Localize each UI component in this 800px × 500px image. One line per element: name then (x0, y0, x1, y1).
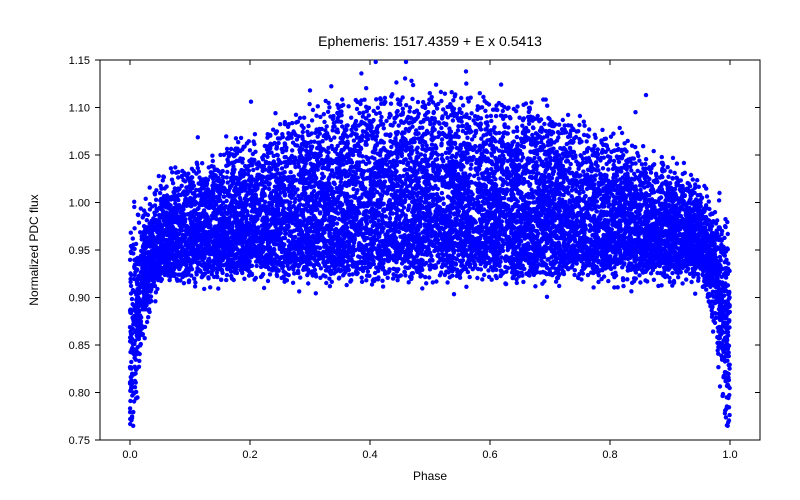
svg-text:0.2: 0.2 (242, 449, 257, 461)
chart-title: Ephemeris: 1517.4359 + E x 0.5413 (318, 33, 542, 49)
svg-text:0.8: 0.8 (602, 449, 617, 461)
scatter-plot: 0.0 0.2 0.4 0.6 0.8 1.0 0.75 0.80 0.85 0.90 0.95 1… (0, 0, 800, 500)
svg-text:0.6: 0.6 (482, 449, 497, 461)
scatter-points (128, 60, 732, 428)
svg-text:0.95: 0.95 (69, 245, 90, 257)
svg-text:0.0: 0.0 (122, 449, 137, 461)
x-axis-label: Phase (413, 469, 447, 483)
svg-text:0.4: 0.4 (362, 449, 377, 461)
svg-text:1.15: 1.15 (69, 55, 90, 67)
svg-text:1.0: 1.0 (722, 449, 737, 461)
svg-text:0.80: 0.80 (69, 388, 90, 400)
svg-text:1.00: 1.00 (69, 198, 90, 210)
chart-container: 0.0 0.2 0.4 0.6 0.8 1.0 0.75 0.80 0.85 0.90 0.95 1… (0, 0, 800, 500)
svg-text:0.75: 0.75 (69, 435, 90, 447)
svg-text:1.10: 1.10 (69, 103, 90, 115)
svg-text:0.85: 0.85 (69, 340, 90, 352)
svg-text:0.90: 0.90 (69, 293, 90, 305)
svg-text:1.05: 1.05 (69, 150, 90, 162)
y-axis-label: Normalized PDC flux (27, 194, 41, 305)
